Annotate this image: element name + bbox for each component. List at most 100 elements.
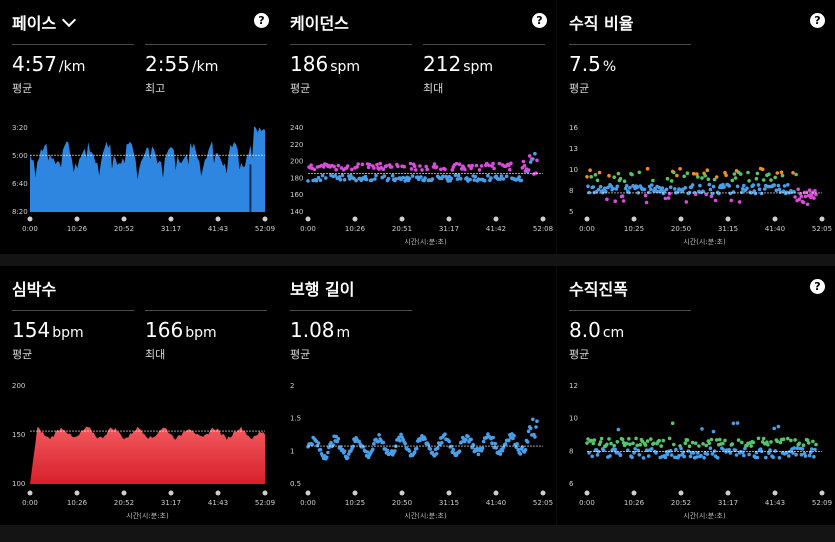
data-point xyxy=(728,451,733,455)
x-tick-label: 10:26 xyxy=(67,499,88,507)
y-tick-label: 1 xyxy=(290,447,294,455)
data-point xyxy=(695,172,699,176)
data-point xyxy=(691,451,696,455)
x-tick-label: 0:00 xyxy=(22,225,38,233)
data-point xyxy=(605,442,609,447)
stat-divider xyxy=(569,310,691,311)
data-point xyxy=(745,186,749,191)
x-tick-dot xyxy=(168,490,174,496)
data-point xyxy=(535,419,539,423)
data-point xyxy=(401,175,405,180)
data-point xyxy=(366,165,371,170)
data-point xyxy=(454,161,459,166)
panel-title-text: 수직진폭 xyxy=(569,280,628,299)
data-point xyxy=(678,167,682,171)
help-icon[interactable]: ? xyxy=(532,13,547,28)
data-point xyxy=(486,173,490,178)
data-point xyxy=(428,447,433,451)
data-point xyxy=(531,417,535,422)
data-point xyxy=(711,184,716,189)
help-icon[interactable]: ? xyxy=(810,279,825,294)
data-point xyxy=(618,453,623,457)
data-point xyxy=(597,170,602,175)
data-point xyxy=(593,173,598,177)
data-point xyxy=(771,455,775,459)
data-point xyxy=(793,438,797,442)
data-point xyxy=(418,164,422,168)
stat-unit: /km xyxy=(58,59,86,75)
data-point xyxy=(672,170,676,175)
data-point xyxy=(715,456,720,460)
stat-value: 166 bpm xyxy=(145,318,217,342)
help-icon[interactable]: ? xyxy=(810,13,825,28)
data-point xyxy=(784,450,789,455)
data-point xyxy=(347,452,351,456)
data-point xyxy=(616,427,621,432)
stat-divider xyxy=(290,310,412,311)
data-point xyxy=(480,446,485,451)
data-point xyxy=(746,170,750,175)
data-point xyxy=(768,448,772,452)
data-point xyxy=(312,167,317,172)
data-point xyxy=(612,443,616,448)
data-point xyxy=(708,187,713,192)
data-point xyxy=(704,192,708,197)
data-point xyxy=(633,447,637,451)
data-point xyxy=(811,439,815,444)
stat-value: 8.0 cm xyxy=(569,318,624,342)
x-tick-dot xyxy=(678,490,684,496)
stat-label: 최대 xyxy=(145,348,166,361)
data-point xyxy=(512,433,516,438)
data-point xyxy=(742,183,746,188)
chart-vertical-ratio: 16 13 10 8 5 0:00 10:25 20:50 31:15 41:40 52:05 시간(… xyxy=(569,124,832,246)
data-point xyxy=(631,441,635,446)
data-point xyxy=(799,452,804,457)
data-point xyxy=(637,453,642,457)
data-point xyxy=(350,167,354,172)
data-point xyxy=(724,173,728,178)
data-point xyxy=(370,178,374,182)
data-point xyxy=(449,176,454,181)
data-point xyxy=(703,174,707,178)
data-point xyxy=(667,436,672,441)
data-point xyxy=(712,177,717,182)
data-point xyxy=(457,162,462,166)
data-point xyxy=(371,447,375,452)
data-point xyxy=(534,171,538,175)
help-icon[interactable]: ? xyxy=(254,13,269,28)
data-point xyxy=(596,187,601,192)
stat-divider xyxy=(12,310,134,311)
data-point xyxy=(701,442,705,446)
x-tick-label: 52:09 xyxy=(255,499,275,507)
data-point xyxy=(607,437,611,441)
data-point xyxy=(781,189,786,193)
scatter-points xyxy=(585,166,818,207)
stat-number: 212 xyxy=(423,52,462,76)
data-point xyxy=(737,200,742,204)
data-point xyxy=(708,446,713,450)
data-point xyxy=(499,174,504,178)
data-point xyxy=(767,172,771,176)
data-point xyxy=(654,451,658,455)
stat-label: 평균 xyxy=(569,348,590,361)
data-point xyxy=(490,441,494,445)
data-point xyxy=(682,174,686,179)
data-point xyxy=(589,438,593,443)
y-tick-label: 100 xyxy=(12,480,25,488)
data-point xyxy=(365,450,370,454)
data-point xyxy=(430,177,435,181)
data-point xyxy=(641,456,646,460)
x-axis-title: 시간(시:분:초) xyxy=(126,511,169,520)
x-tick-dot xyxy=(74,216,80,222)
data-point xyxy=(471,442,475,447)
data-point xyxy=(494,446,498,450)
data-point xyxy=(325,455,329,460)
data-point xyxy=(760,167,765,172)
data-point xyxy=(435,446,440,450)
data-point xyxy=(757,187,762,191)
data-point xyxy=(363,174,368,179)
data-point xyxy=(491,435,495,440)
x-axis-title: 시간(시:분:초) xyxy=(404,511,447,520)
data-point xyxy=(609,441,613,446)
data-point xyxy=(805,438,810,442)
